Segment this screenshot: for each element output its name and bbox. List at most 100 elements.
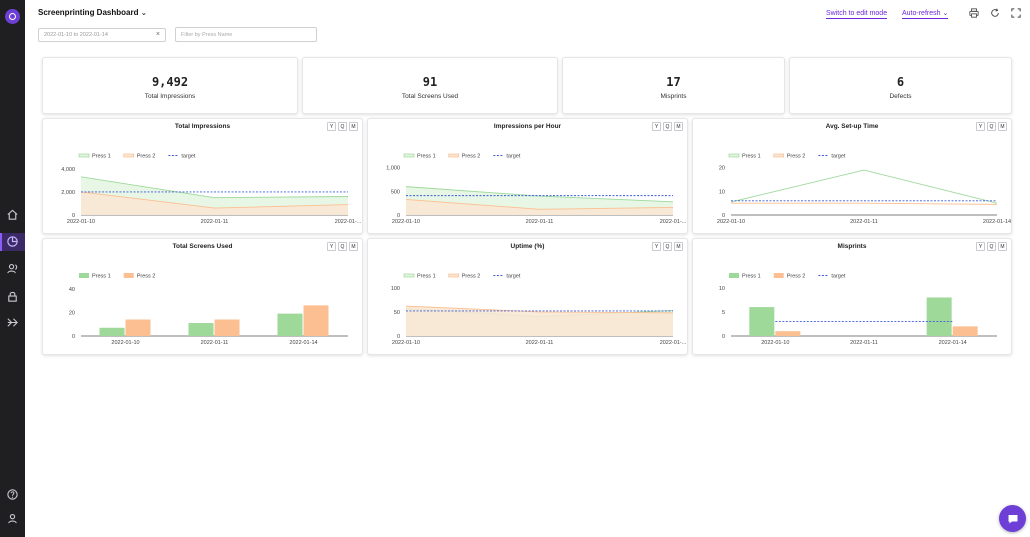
legend-swatch-press-2 [123, 153, 135, 158]
users-icon[interactable] [6, 262, 19, 275]
x-tick-label: 2022-01-10 [717, 219, 745, 225]
legend-label-target: target [181, 154, 196, 160]
bar-press-1 [188, 323, 214, 336]
home-icon[interactable] [6, 208, 19, 221]
dashboard-title[interactable]: Screenprinting Dashboard ⌄ [38, 8, 147, 17]
x-tick-label: 2022-01-... [660, 340, 687, 346]
press-filter-input[interactable]: Filter by Press Name [175, 27, 317, 42]
period-button-q[interactable]: Q [987, 122, 996, 131]
chart-card-impressions-per-hour: Impressions per Hour Y Q M Press 1 Press 2 tar… [367, 118, 688, 234]
period-button-m[interactable]: M [674, 242, 683, 251]
active-nav-indicator [0, 233, 2, 251]
period-button-q[interactable]: Q [987, 242, 996, 251]
x-tick-label: 2022-01-... [660, 219, 687, 225]
period-button-m[interactable]: M [349, 122, 358, 131]
dashboard-icon[interactable] [6, 235, 19, 248]
period-button-y[interactable]: Y [327, 242, 336, 251]
legend-label-press-2: Press 2 [787, 154, 806, 160]
legend-label-press-2: Press 2 [787, 274, 806, 280]
x-tick-label: 2022-01-... [335, 219, 362, 225]
bar-press-1 [99, 327, 125, 336]
clear-icon[interactable]: × [155, 31, 160, 38]
y-tick-label: 0 [722, 334, 725, 340]
line-press-2 [80, 191, 349, 209]
period-button-m[interactable]: M [998, 122, 1007, 131]
chart-svg: Press 1 Press 2 target 0 50 100 2022-01-10 2022… [391, 273, 687, 347]
period-button-q[interactable]: Q [663, 242, 672, 251]
x-tick-label: 2022-01-11 [201, 219, 229, 225]
y-tick-label: 20 [69, 310, 75, 316]
chart-legend: Press 1 Press 2 target [729, 273, 846, 280]
x-tick-label: 2022-01-10 [67, 219, 95, 225]
period-button-q[interactable]: Q [338, 242, 347, 251]
legend-swatch-press-2 [448, 273, 460, 278]
period-button-q[interactable]: Q [663, 122, 672, 131]
legend-swatch-press-1 [728, 153, 740, 158]
press-filter-placeholder: Filter by Press Name [181, 32, 233, 38]
y-tick-label: 0 [722, 213, 725, 219]
legend-swatch-press-1 [729, 273, 739, 278]
legend-swatch-press-1 [79, 273, 89, 278]
user-icon[interactable] [6, 512, 19, 525]
legend-label-press-2: Press 2 [137, 154, 156, 160]
period-button-m[interactable]: M [349, 242, 358, 251]
chevron-down-icon[interactable]: ⌄ [140, 8, 148, 17]
kpi-card-total-impressions: 9,492 Total Impressions [42, 57, 298, 114]
help-icon[interactable] [6, 488, 19, 501]
area-press-2 [406, 199, 673, 215]
chart-title: Avg. Set-up Time [825, 123, 879, 130]
date-range-input[interactable]: 2022-01-10 to 2022-01-14 × [38, 28, 166, 42]
chart-title: Total Screens Used [172, 243, 233, 250]
x-tick-label: 2022-01-11 [850, 219, 878, 225]
bar-press-2 [775, 331, 801, 336]
kpi-value: 6 [896, 75, 905, 89]
kpi-card-total-screens: 91 Total Screens Used [302, 57, 558, 114]
chart-card-total-screens-used: Total Screens Used Y Q M Press 1 Press 2 0 20 40… [42, 238, 363, 355]
line-press-1 [405, 186, 674, 203]
line-press-2 [405, 198, 674, 210]
legend-label-target: target [831, 274, 846, 280]
legend-swatch-press-2 [123, 273, 134, 278]
lock-icon[interactable] [6, 290, 19, 303]
chart-title: Uptime (%) [510, 243, 545, 250]
share-icon[interactable] [6, 316, 19, 329]
chat-button[interactable] [999, 505, 1026, 532]
fullscreen-icon[interactable] [1011, 8, 1021, 18]
logo-icon[interactable] [5, 9, 20, 24]
x-tick-label: 2022-01-14 [289, 340, 317, 346]
legend-swatch-press-2 [448, 153, 460, 158]
period-button-q[interactable]: Q [338, 122, 347, 131]
refresh-icon[interactable] [990, 8, 1000, 18]
chart-legend: Press 1 Press 2 target [78, 153, 196, 160]
chart-svg: Press 1 Press 2 target 0 500 1,000 2022-01-10 2… [386, 153, 687, 226]
period-button-m[interactable]: M [998, 242, 1007, 251]
period-button-y[interactable]: Y [652, 242, 661, 251]
auto-refresh-dropdown[interactable]: Auto-refresh ⌄ [902, 9, 949, 19]
auto-refresh-label: Auto-refresh [902, 10, 941, 17]
x-tick-label: 2022-01-14 [939, 340, 967, 346]
legend-label-target: target [506, 274, 521, 280]
chat-icon [1008, 514, 1017, 523]
period-button-m[interactable]: M [674, 122, 683, 131]
print-icon[interactable] [969, 8, 979, 18]
y-tick-label: 50 [394, 310, 400, 316]
chart-svg: Press 1 Press 2 target 0 5 10 2022-01-10 2022-0… [719, 273, 997, 346]
period-button-y[interactable]: Y [327, 122, 336, 131]
period-button-y[interactable]: Y [652, 122, 661, 131]
bar-press-2 [303, 305, 329, 336]
edit-mode-link[interactable]: Switch to edit mode [826, 10, 888, 19]
period-button-y[interactable]: Y [976, 122, 985, 131]
period-button-y[interactable]: Y [976, 242, 985, 251]
kpi-value: 91 [422, 75, 438, 89]
area-press-2 [81, 191, 348, 215]
x-tick-label: 2022-01-14 [983, 219, 1011, 225]
line-press-2 [405, 305, 674, 314]
kpi-label: Total Impressions [144, 93, 196, 100]
legend-swatch-press-1 [403, 153, 415, 158]
kpi-label: Misprints [660, 93, 687, 100]
kpi-value: 17 [666, 75, 681, 89]
chart-title: Impressions per Hour [493, 123, 562, 130]
